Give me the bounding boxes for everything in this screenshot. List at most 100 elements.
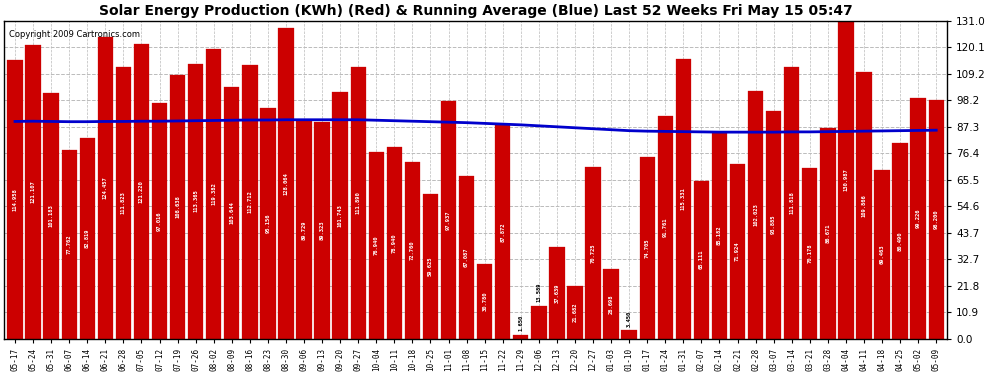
- Bar: [766, 111, 781, 339]
- Text: 30.780: 30.780: [482, 292, 487, 311]
- Text: 103.644: 103.644: [230, 201, 235, 224]
- Text: 87.872: 87.872: [500, 222, 505, 242]
- Bar: [929, 100, 943, 339]
- Text: 65.111: 65.111: [699, 250, 704, 269]
- Text: 13.589: 13.589: [537, 282, 542, 302]
- Bar: [495, 125, 511, 339]
- Text: 99.226: 99.226: [916, 209, 921, 228]
- Bar: [802, 168, 818, 339]
- Text: 70.178: 70.178: [807, 244, 812, 263]
- Bar: [911, 98, 926, 339]
- Text: 111.818: 111.818: [789, 192, 794, 214]
- Text: 74.705: 74.705: [644, 238, 649, 258]
- Bar: [532, 306, 546, 339]
- Text: 121.107: 121.107: [31, 180, 36, 203]
- Text: 28.698: 28.698: [609, 294, 614, 314]
- Text: 121.220: 121.220: [139, 180, 144, 203]
- Bar: [387, 147, 402, 339]
- Bar: [423, 194, 439, 339]
- Text: 101.183: 101.183: [49, 204, 53, 227]
- Text: 82.819: 82.819: [85, 228, 90, 248]
- Bar: [640, 158, 655, 339]
- Bar: [892, 143, 908, 339]
- Text: 91.761: 91.761: [662, 217, 668, 237]
- Bar: [206, 49, 222, 339]
- Text: 85.182: 85.182: [717, 225, 722, 245]
- Bar: [44, 93, 58, 339]
- Text: 77.762: 77.762: [66, 234, 71, 254]
- Bar: [61, 150, 77, 339]
- Bar: [79, 138, 95, 339]
- Text: 97.016: 97.016: [157, 211, 162, 231]
- Text: 67.087: 67.087: [464, 248, 469, 267]
- Text: 130.987: 130.987: [843, 168, 848, 191]
- Bar: [188, 63, 203, 339]
- Bar: [98, 37, 113, 339]
- Text: 95.156: 95.156: [265, 213, 270, 233]
- Text: 71.924: 71.924: [735, 242, 740, 261]
- Text: 93.885: 93.885: [771, 215, 776, 234]
- Text: 1.650: 1.650: [519, 315, 524, 331]
- Text: 111.823: 111.823: [121, 192, 126, 214]
- Text: 78.940: 78.940: [392, 233, 397, 253]
- Text: 109.866: 109.866: [861, 194, 866, 217]
- Bar: [675, 59, 691, 339]
- Text: 128.064: 128.064: [283, 172, 288, 195]
- Text: 59.625: 59.625: [428, 256, 433, 276]
- Bar: [26, 45, 41, 339]
- Bar: [315, 122, 330, 339]
- Bar: [170, 75, 185, 339]
- Bar: [820, 128, 836, 339]
- Bar: [7, 60, 23, 339]
- Bar: [657, 116, 673, 339]
- Bar: [856, 72, 871, 339]
- Bar: [368, 152, 384, 339]
- Text: 115.331: 115.331: [681, 188, 686, 210]
- Bar: [151, 103, 167, 339]
- Bar: [784, 67, 799, 339]
- Text: 119.382: 119.382: [211, 182, 216, 205]
- Title: Solar Energy Production (KWh) (Red) & Running Average (Blue) Last 52 Weeks Fri M: Solar Energy Production (KWh) (Red) & Ru…: [99, 4, 852, 18]
- Bar: [441, 101, 456, 339]
- Text: 111.890: 111.890: [355, 192, 360, 214]
- Bar: [747, 91, 763, 339]
- Text: 70.725: 70.725: [590, 243, 596, 262]
- Text: 98.200: 98.200: [934, 210, 939, 229]
- Text: 86.671: 86.671: [826, 224, 831, 243]
- Text: 102.023: 102.023: [753, 204, 758, 226]
- Text: 76.940: 76.940: [374, 236, 379, 255]
- Text: Copyright 2009 Cartronics.com: Copyright 2009 Cartronics.com: [9, 30, 140, 39]
- Text: 101.743: 101.743: [338, 204, 343, 226]
- Bar: [459, 176, 474, 339]
- Bar: [585, 167, 601, 339]
- Bar: [604, 269, 619, 339]
- Text: 89.729: 89.729: [302, 220, 307, 240]
- Text: 89.323: 89.323: [320, 220, 325, 240]
- Text: 80.490: 80.490: [898, 231, 903, 251]
- Text: 113.365: 113.365: [193, 190, 198, 213]
- Text: 112.712: 112.712: [248, 190, 252, 213]
- Text: 21.682: 21.682: [572, 303, 577, 322]
- Text: 108.638: 108.638: [175, 195, 180, 218]
- Text: 114.958: 114.958: [13, 188, 18, 210]
- Bar: [839, 21, 853, 339]
- Bar: [567, 286, 583, 339]
- Bar: [116, 67, 131, 339]
- Text: 69.463: 69.463: [879, 244, 884, 264]
- Bar: [260, 108, 275, 339]
- Bar: [549, 248, 564, 339]
- Bar: [350, 67, 366, 339]
- Text: 97.937: 97.937: [446, 210, 451, 230]
- Text: 72.760: 72.760: [410, 241, 415, 260]
- Bar: [134, 45, 149, 339]
- Bar: [694, 181, 709, 339]
- Bar: [622, 330, 637, 339]
- Bar: [296, 121, 312, 339]
- Bar: [405, 162, 420, 339]
- Bar: [243, 65, 257, 339]
- Text: 124.457: 124.457: [103, 176, 108, 199]
- Bar: [730, 164, 745, 339]
- Bar: [513, 334, 529, 339]
- Bar: [477, 264, 492, 339]
- Bar: [333, 92, 347, 339]
